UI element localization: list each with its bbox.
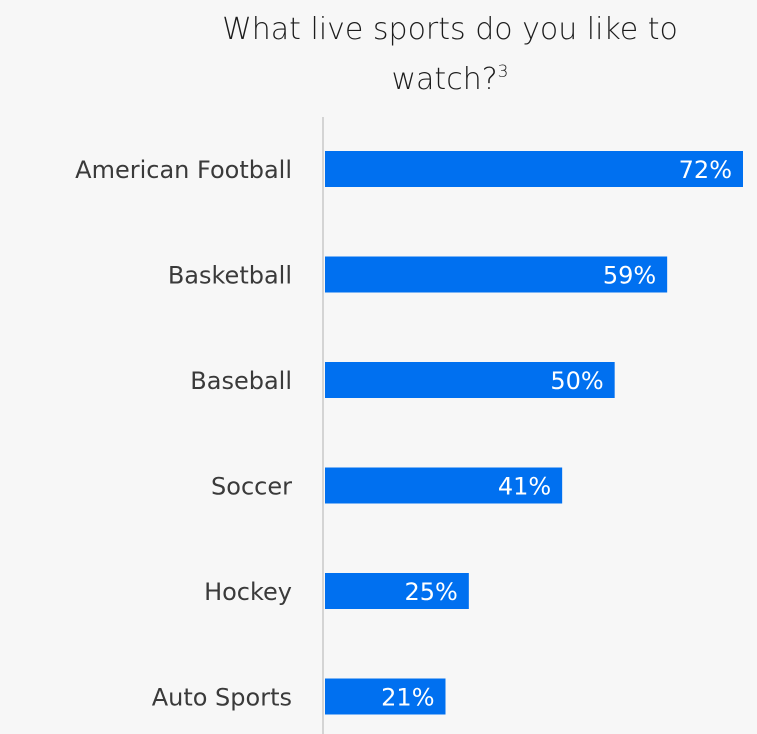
value-label: 41% (498, 473, 551, 501)
category-label: Soccer (211, 473, 292, 501)
bar (325, 151, 743, 187)
bar-group: American Football 72% (75, 151, 743, 187)
category-label: Hockey (204, 578, 292, 606)
chart-title: What live sports do you like to watch?3 (200, 8, 700, 101)
bar (325, 467, 563, 504)
bar (325, 678, 446, 715)
value-label: 72% (679, 156, 732, 184)
value-label: 25% (404, 578, 457, 606)
bar-group: Auto Sports 21% (152, 678, 446, 715)
value-label: 21% (381, 684, 434, 712)
bar (325, 573, 469, 609)
chart-title-footnote: 3 (497, 62, 509, 82)
bar-group: Soccer 41% (211, 467, 563, 504)
category-label: Auto Sports (152, 684, 292, 712)
bar (325, 362, 615, 398)
category-label: American Football (75, 156, 292, 184)
category-label: Baseball (190, 367, 292, 395)
bar-group: Basketball 59% (168, 256, 668, 293)
chart-title-text: What live sports do you like to watch? (222, 12, 678, 97)
value-label: 59% (603, 262, 656, 290)
bar-group: Baseball 50% (190, 362, 615, 398)
category-label: Basketball (168, 262, 292, 290)
value-label: 50% (550, 367, 603, 395)
bar (325, 256, 668, 293)
bar-group: Hockey 25% (204, 573, 469, 609)
